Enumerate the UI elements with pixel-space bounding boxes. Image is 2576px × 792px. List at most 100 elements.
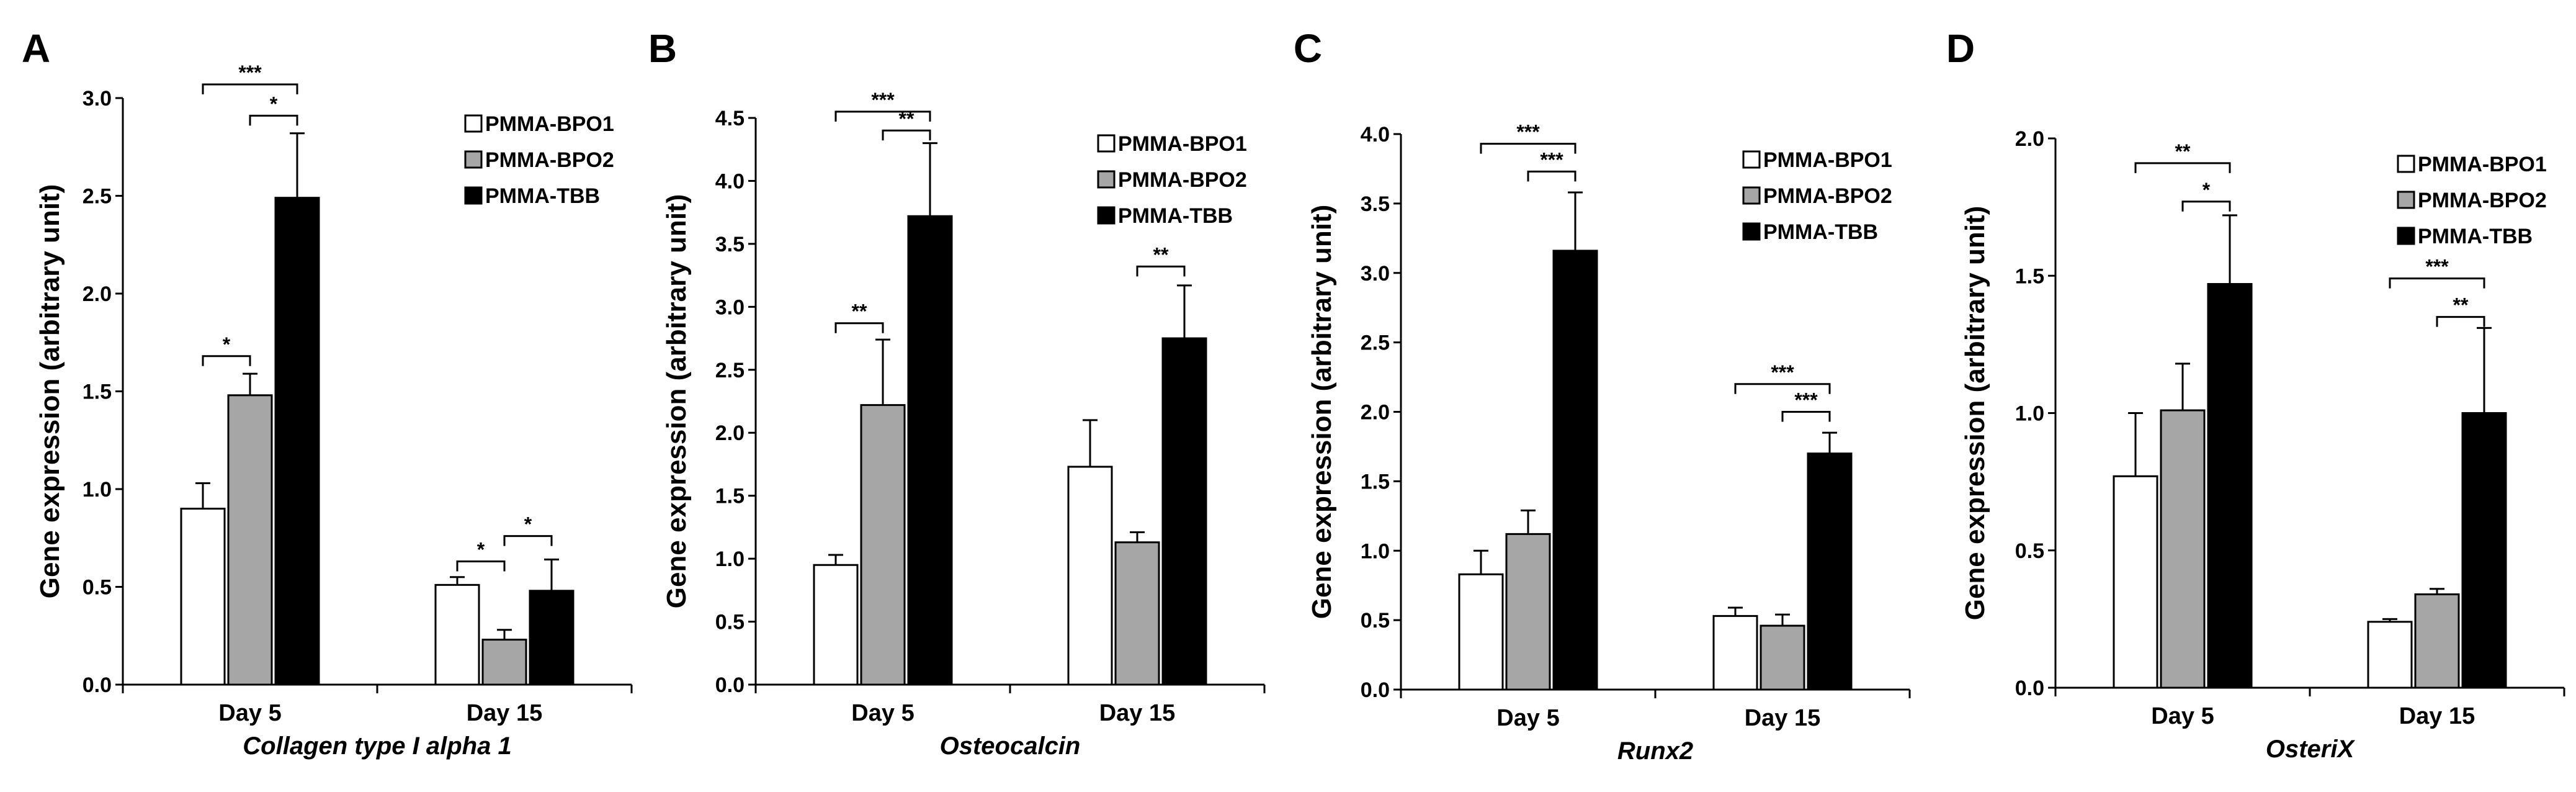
bar [2160, 409, 2206, 689]
significance-bracket [2181, 200, 2231, 212]
significance-label: *** [2425, 256, 2449, 278]
significance-label: *** [1771, 361, 1794, 384]
significance-label: ** [1153, 243, 1169, 266]
y-tick-label: 0.5 [715, 611, 745, 634]
bar [2461, 412, 2507, 689]
legend-swatch [1742, 150, 1761, 169]
y-axis-label: Gene expression (arbitrary unit) [35, 184, 65, 599]
significance-bracket [202, 83, 298, 94]
legend-label: PMMA-BPO1 [485, 112, 614, 136]
bar [1712, 614, 1758, 691]
legend-label: PMMA-BPO2 [485, 148, 614, 172]
legend-swatch [1742, 186, 1761, 205]
bar [2414, 593, 2460, 689]
y-tick-label: 2.5 [715, 359, 745, 382]
significance-bracket [249, 114, 298, 126]
y-tick-label: 4.0 [1361, 123, 1390, 146]
significance-bracket [1480, 143, 1576, 154]
bar [2367, 621, 2413, 689]
bar [813, 564, 859, 686]
x-category-label: Day 5 [1496, 705, 1559, 731]
y-tick-label: 1.0 [1361, 539, 1390, 563]
significance-label: * [477, 539, 485, 561]
y-tick-label: 1.0 [83, 478, 112, 502]
y-tick-label: 1.5 [715, 485, 745, 508]
x-category-label: Day 15 [1745, 705, 1821, 731]
significance-label: * [524, 513, 532, 536]
panel-letter: A [22, 26, 50, 71]
y-tick-label: 2.0 [83, 282, 112, 306]
x-category-label: Day 5 [851, 700, 914, 726]
y-tick-label: 2.5 [1361, 331, 1390, 355]
significance-bracket [2134, 162, 2231, 173]
bar [227, 394, 273, 686]
panel-letter: C [1294, 26, 1322, 71]
y-tick-label: 3.0 [715, 295, 745, 319]
y-tick-label: 3.5 [715, 233, 745, 256]
y-tick-label: 0.5 [1361, 609, 1390, 632]
bar [180, 508, 226, 686]
bar [1161, 337, 1207, 686]
y-tick-label: 3.0 [83, 87, 112, 110]
legend-label: PMMA-BPO1 [1118, 132, 1247, 156]
x-category-label: Day 15 [467, 700, 543, 726]
significance-label: * [223, 333, 231, 356]
x-category-label: Day 5 [218, 700, 281, 726]
bar [1114, 541, 1160, 686]
legend-label: PMMA-BPO2 [1763, 184, 1892, 208]
significance-label: *** [871, 89, 895, 111]
y-tick-label: 0.5 [2015, 539, 2044, 563]
significance-bracket [834, 322, 884, 333]
legend-swatch [2397, 227, 2415, 245]
bar [1458, 573, 1504, 691]
bar [434, 583, 480, 686]
y-tick-label: 3.5 [1361, 192, 1390, 216]
panel-letter: D [1946, 26, 1975, 71]
legend-swatch [1097, 206, 1116, 225]
bar [1505, 533, 1551, 691]
legend-label: PMMA-BPO1 [2418, 153, 2547, 176]
significance-bracket [456, 560, 506, 572]
y-tick-label: 0.0 [83, 673, 112, 697]
legend-swatch [464, 150, 483, 169]
y-axis-label: Gene expression (arbitrary unit) [661, 194, 692, 609]
x-category-label: Day 15 [2399, 703, 2475, 729]
y-axis-label: Gene expression (arbitrary unit) [1960, 206, 1990, 621]
bar [1067, 466, 1113, 686]
gene-name-label: Osteocalcin [940, 732, 1081, 760]
significance-bracket [503, 535, 553, 546]
legend-label: PMMA-BPO1 [1763, 148, 1892, 172]
y-tick-label: 2.0 [1361, 401, 1390, 425]
significance-label: ** [899, 107, 915, 130]
bar [1760, 624, 1805, 691]
y-tick-label: 0.0 [1361, 678, 1390, 702]
legend-swatch [1742, 222, 1761, 241]
significance-label: ** [2453, 294, 2469, 317]
bar [907, 215, 953, 686]
significance-label: *** [1516, 121, 1540, 143]
chart-panel-b: B Gene expression (arbitrary unit) 0.0 0.5 1… [648, 26, 1266, 760]
legend-swatch [2397, 155, 2415, 173]
bar [2113, 475, 2158, 689]
legend-swatch [464, 186, 483, 205]
legend-swatch [464, 114, 483, 133]
y-tick-label: 2.0 [2015, 127, 2044, 151]
significance-label: * [270, 92, 278, 115]
legend-label: PMMA-TBB [2418, 225, 2533, 248]
legend-label: PMMA-BPO2 [1118, 168, 1247, 192]
y-tick-label: 4.0 [715, 169, 745, 193]
bar [481, 639, 527, 686]
y-tick-label: 1.0 [715, 547, 745, 571]
significance-bracket [1136, 265, 1186, 277]
legend-swatch [2397, 191, 2415, 209]
gene-name-label: Collagen type I alpha 1 [243, 732, 511, 760]
gene-name-label: OsteriX [2266, 736, 2356, 763]
legend-label: PMMA-TBB [1763, 220, 1878, 244]
bar [274, 197, 320, 686]
y-tick-label: 2.5 [83, 185, 112, 209]
y-tick-label: 3.0 [1361, 262, 1390, 286]
significance-bracket [1527, 170, 1576, 182]
y-tick-label: 0.0 [715, 673, 745, 697]
bar [2207, 283, 2253, 689]
